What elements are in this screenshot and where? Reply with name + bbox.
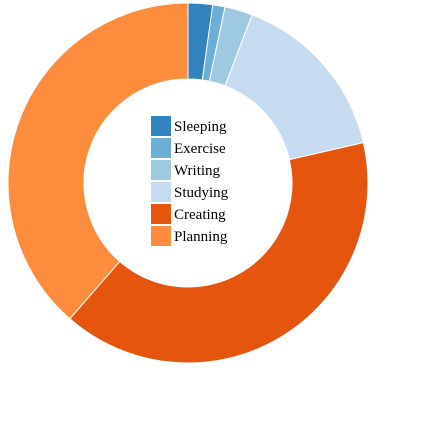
legend-item-writing: Writing (151, 160, 221, 180)
legend-label-writing: Writing (174, 163, 221, 179)
donut-slices (7, 2, 369, 364)
legend-label-exercise: Exercise (174, 141, 226, 157)
legend-item-creating: Creating (151, 204, 226, 224)
legend-item-planning: Planning (151, 226, 228, 246)
legend-label-studying: Studying (174, 185, 229, 201)
legend-swatch-exercise (151, 138, 171, 158)
legend-label-creating: Creating (174, 207, 226, 223)
legend-label-planning: Planning (174, 229, 228, 245)
legend-swatch-creating (151, 204, 171, 224)
legend-swatch-sleeping (151, 116, 171, 136)
legend-swatch-planning (151, 226, 171, 246)
legend-swatch-studying (151, 182, 171, 202)
slice-creating (69, 142, 369, 364)
legend-swatch-writing (151, 160, 171, 180)
slice-planning (7, 2, 189, 320)
legend-label-sleeping: Sleeping (174, 119, 227, 135)
legend-item-sleeping: Sleeping (151, 116, 227, 136)
slice-studying (224, 14, 365, 161)
legend-item-studying: Studying (151, 182, 229, 202)
legend-item-exercise: Exercise (151, 138, 226, 158)
chart-legend: Sleeping Exercise Writing Studying Creating P… (151, 116, 229, 246)
